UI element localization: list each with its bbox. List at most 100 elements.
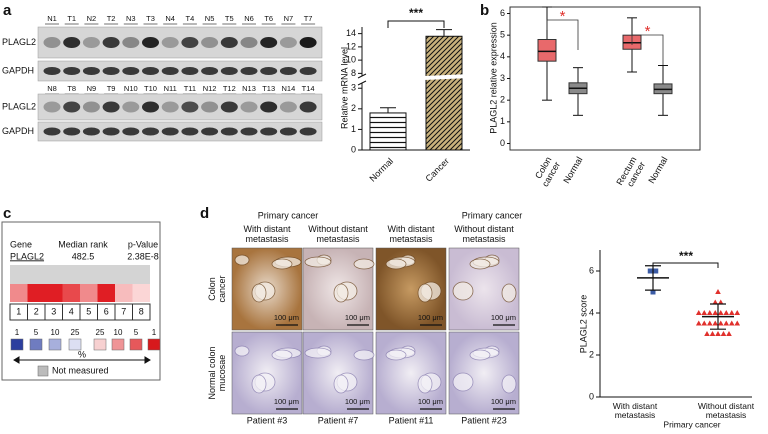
blot-band [240, 101, 258, 113]
legend-swatch [111, 338, 125, 351]
lane-label: N14 [282, 84, 296, 93]
column-header-line: With distant [387, 224, 435, 234]
blot-band [142, 37, 159, 48]
blot-band [102, 37, 120, 48]
significance-star: * [645, 23, 651, 40]
x-tick-label-line: Normal [647, 155, 670, 185]
y-tick-label: 5 [500, 30, 505, 40]
blot-band [181, 37, 199, 48]
scale-bar-label: 100 μm [491, 313, 516, 322]
column-header: With distant metastasis [387, 224, 435, 244]
lane-label: T12 [223, 84, 236, 93]
x-tick-label: Without distant metastasis [698, 401, 755, 420]
blot-band [82, 37, 100, 48]
group-header: Primary cancer [462, 210, 523, 220]
axis-break-gap [355, 74, 470, 83]
x-tick-label: Normal [368, 156, 396, 184]
bar [369, 112, 407, 151]
significance-star: * [560, 8, 566, 25]
blot-band [82, 101, 100, 113]
lane-label: N3 [126, 14, 136, 23]
tissue-structure [385, 258, 407, 270]
legend-swatch [147, 338, 161, 351]
blot-band [220, 127, 238, 136]
blot-band [161, 101, 179, 113]
column-header: With distant metastasis [243, 224, 291, 244]
blot-band [201, 127, 219, 136]
blot-strip [37, 26, 323, 59]
legend-swatch [37, 365, 49, 377]
tissue-structure [469, 349, 491, 361]
point [701, 320, 708, 326]
point [706, 310, 713, 315]
blot-band [122, 127, 140, 136]
point [734, 310, 741, 315]
scale-bar-label: 100 μm [345, 397, 370, 406]
blot-band [142, 127, 159, 136]
panel-label: a [3, 2, 12, 19]
significance-stars: *** [409, 6, 423, 20]
blot-band [43, 127, 61, 136]
cell-number: 1 [16, 306, 21, 316]
blot-row-label: PLAGL2 [2, 101, 36, 111]
legend-swatch [10, 338, 24, 351]
blot-band [260, 37, 278, 48]
blot-band [181, 67, 199, 75]
point [709, 331, 716, 336]
legend-number: 25 [71, 328, 80, 337]
row-label: Coloncancer [207, 275, 227, 302]
point [647, 268, 653, 274]
header: Median rank [58, 239, 108, 249]
tissue-structure [385, 349, 407, 361]
x-tick-label-line: metastasis [706, 410, 747, 420]
y-tick-label: 14 [346, 28, 356, 38]
header: Gene [10, 239, 32, 249]
lane-label: T13 [262, 84, 275, 93]
blot-band [63, 101, 81, 113]
y-tick-label: 2 [500, 95, 505, 105]
tissue-structure [234, 254, 250, 266]
point [715, 289, 721, 294]
tissue-structure [251, 283, 267, 303]
tissue-structure [333, 374, 349, 394]
scale-bar-label: 100 μm [491, 397, 516, 406]
column-header-line: metastasis [462, 234, 506, 244]
point [706, 320, 713, 326]
x-tick-label-line: Normal [562, 155, 585, 185]
blot-band [82, 127, 100, 136]
point [712, 320, 719, 326]
legend-number: 5 [134, 328, 139, 337]
lane-label: T2 [107, 14, 116, 23]
column-header: Without distant metastasis [308, 224, 368, 244]
point [728, 310, 735, 315]
blot-band [102, 127, 120, 136]
legend-number: 25 [96, 328, 105, 337]
legend-number: 1 [15, 328, 20, 337]
panel-label: c [3, 205, 11, 222]
blot-band [279, 67, 297, 75]
y-tick-label: 0 [589, 391, 594, 401]
tissue-structure [417, 374, 433, 394]
scale-bar-label: 100 μm [274, 313, 299, 322]
heat-cell [80, 284, 98, 302]
column-header-line: Without distant [454, 224, 514, 234]
y-tick-label: 1 [351, 124, 356, 134]
heat-cell [132, 284, 150, 302]
lane-label: T1 [67, 14, 76, 23]
blot-strip [37, 60, 323, 82]
blot-band [82, 67, 100, 75]
blot-band [43, 37, 61, 48]
blot-band [201, 67, 219, 75]
significance-stars: *** [679, 249, 693, 263]
point [728, 320, 735, 326]
point [701, 310, 708, 315]
tissue-structure [353, 258, 375, 270]
column-header-line: metastasis [316, 234, 360, 244]
tissue-structure [452, 281, 474, 301]
y-tick-label: 12 [346, 41, 356, 51]
cell-number: 6 [104, 306, 109, 316]
y-axis-label: PLAGL2 relative expression [488, 22, 498, 134]
blot-band [299, 37, 317, 48]
y-tick-label: 0 [351, 144, 356, 154]
